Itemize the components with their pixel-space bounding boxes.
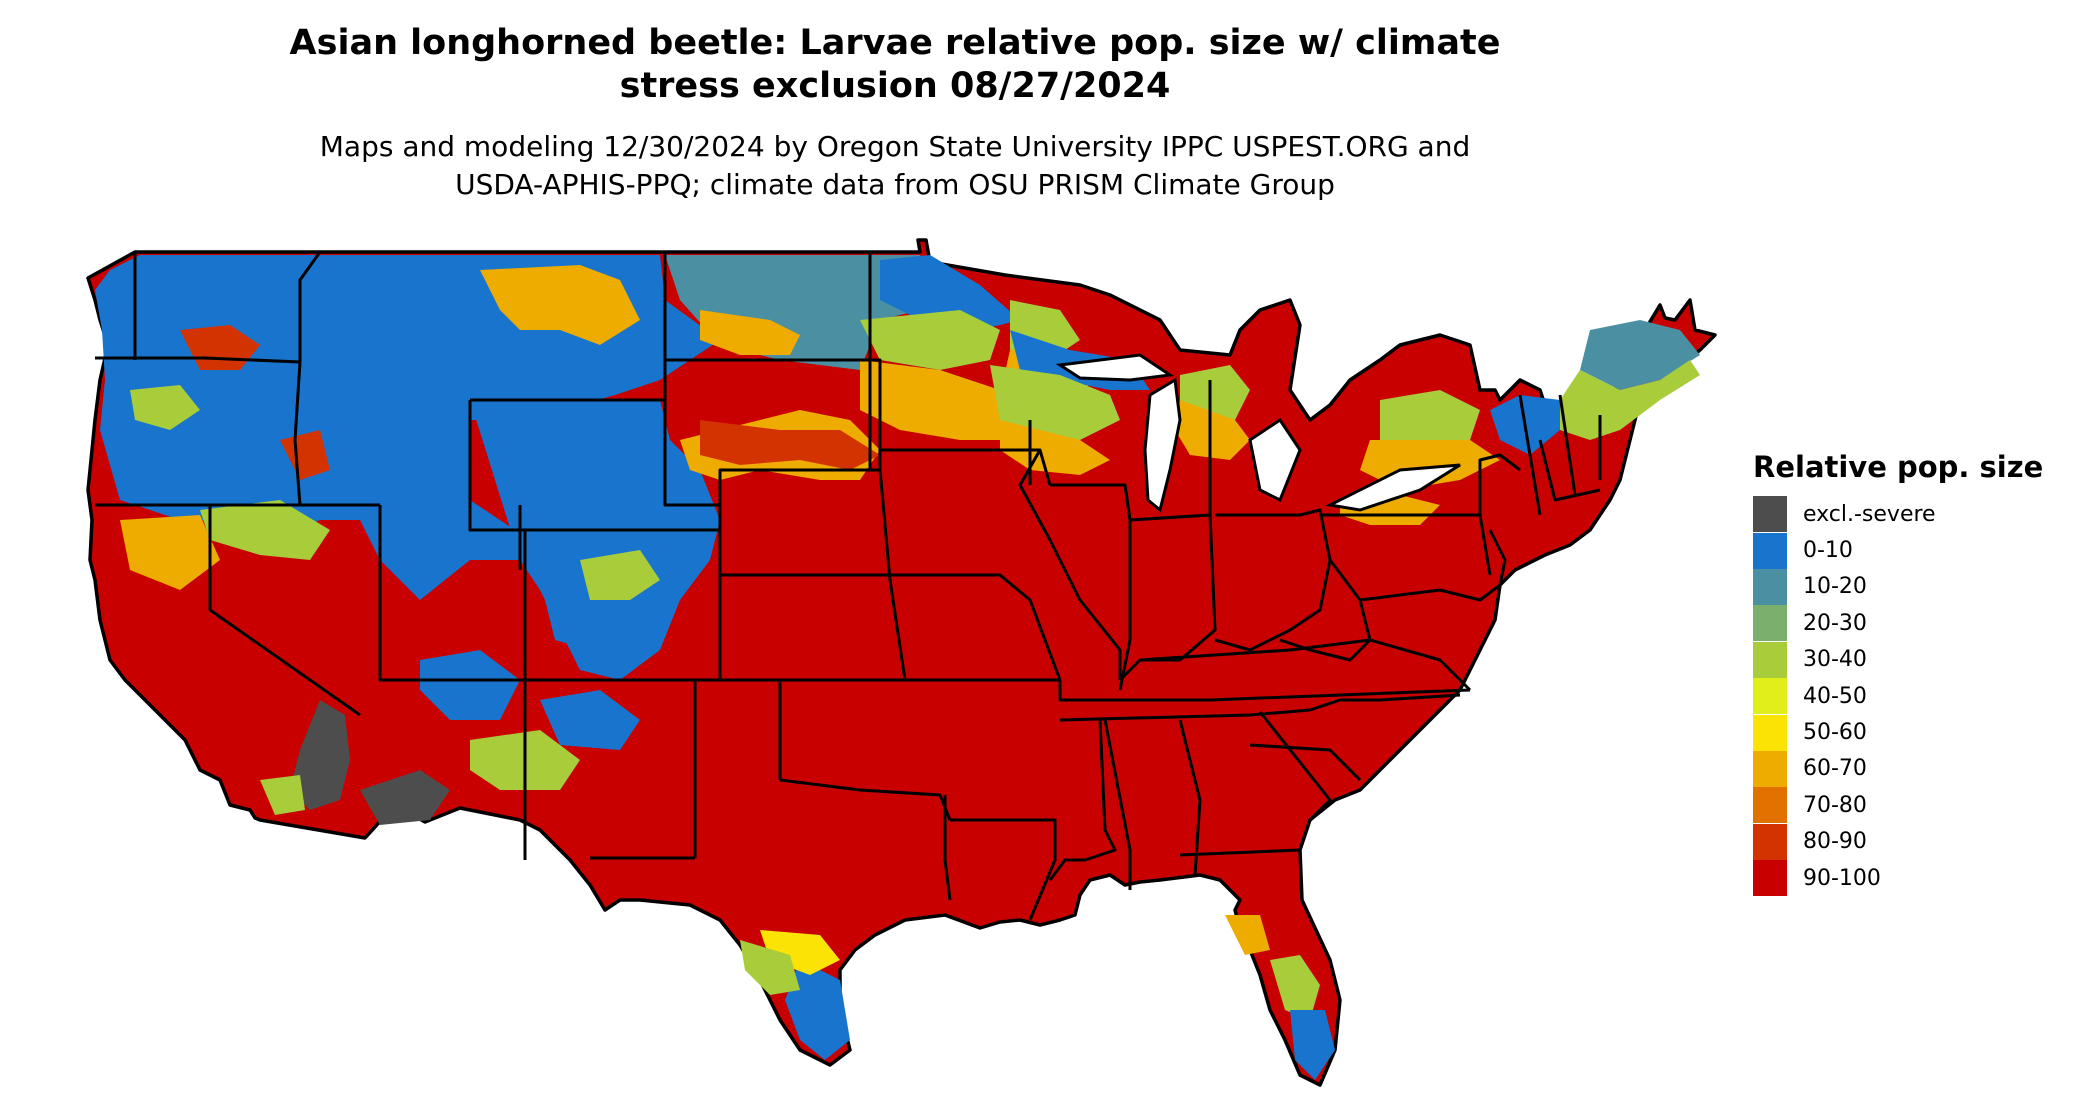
legend-swatch: [1753, 641, 1787, 678]
map-subtitle: Maps and modeling 12/30/2024 by Oregon S…: [0, 128, 1790, 204]
legend: Relative pop. size excl.-severe 0-10 10-20…: [1753, 450, 2044, 897]
legend-title: Relative pop. size: [1753, 450, 2044, 484]
legend-label: 10-20: [1803, 574, 1867, 600]
legend-swatch: [1753, 678, 1787, 715]
great-lakes: [1055, 353, 1461, 513]
legend-item: 10-20: [1753, 568, 2043, 605]
legend-label: 50-60: [1803, 720, 1867, 746]
legend-swatch: [1753, 750, 1787, 787]
legend-swatch: [1753, 860, 1787, 897]
legend-item: 50-60: [1753, 714, 2043, 751]
legend-swatch: [1753, 532, 1787, 569]
subtitle-line-2: USDA-APHIS-PPQ; climate data from OSU PR…: [455, 168, 1335, 201]
legend-swatch: [1753, 496, 1787, 533]
state-boundaries: [95, 251, 1602, 921]
legend-label: excl.-severe: [1803, 501, 1936, 527]
legend-swatch: [1753, 714, 1787, 751]
pop-size-overlay: [95, 255, 1700, 1080]
legend-item: 90-100: [1753, 860, 2043, 897]
legend-label: 70-80: [1803, 792, 1867, 818]
legend-item: 20-30: [1753, 605, 2043, 642]
legend-items: excl.-severe 0-10 10-20 20-30 30-40 40-50 50-6…: [1753, 496, 2043, 897]
legend-item: 80-90: [1753, 823, 2043, 860]
legend-swatch: [1753, 823, 1787, 860]
legend-item: 60-70: [1753, 750, 2043, 787]
legend-item: 40-50: [1753, 678, 2043, 715]
legend-label: 80-90: [1803, 829, 1867, 855]
legend-item: 30-40: [1753, 641, 2043, 678]
legend-swatch: [1753, 568, 1787, 605]
legend-label: 30-40: [1803, 647, 1867, 673]
map-title: Asian longhorned beetle: Larvae relative…: [0, 22, 1790, 108]
title-line-2: stress exclusion 08/27/2024: [619, 66, 1171, 106]
title-line-1: Asian longhorned beetle: Larvae relative…: [289, 23, 1501, 63]
legend-label: 40-50: [1803, 683, 1867, 709]
legend-item: 0-10: [1753, 532, 2043, 569]
legend-item: 70-80: [1753, 787, 2043, 824]
legend-label: 0-10: [1803, 538, 1853, 564]
legend-label: 60-70: [1803, 756, 1867, 782]
legend-label: 90-100: [1803, 865, 1881, 891]
legend-swatch: [1753, 605, 1787, 642]
legend-label: 20-30: [1803, 610, 1867, 636]
legend-swatch: [1753, 787, 1787, 824]
legend-item: excl.-severe: [1753, 496, 2043, 533]
subtitle-line-1: Maps and modeling 12/30/2024 by Oregon S…: [319, 130, 1471, 163]
